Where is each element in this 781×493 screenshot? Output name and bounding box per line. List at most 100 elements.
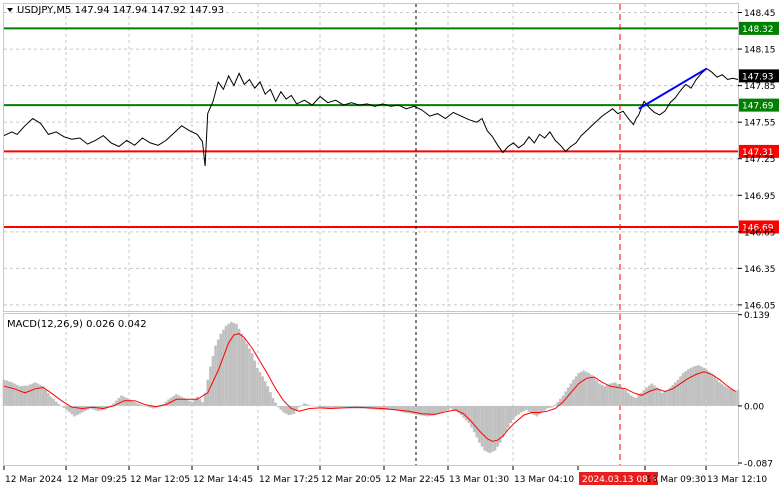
macd-bar	[39, 384, 42, 406]
macd-bar	[694, 365, 698, 406]
macd-bar	[216, 339, 220, 406]
macd-bar	[525, 405, 528, 410]
macd-bar	[415, 405, 419, 415]
macd-bar	[465, 405, 468, 421]
macd-bar	[130, 400, 134, 406]
macd-bar	[600, 384, 604, 406]
macd-bar	[52, 399, 55, 406]
macd-bar	[700, 366, 703, 406]
series: 147.93	[3, 67, 779, 442]
macd-bar	[5, 380, 8, 406]
macd-bar	[475, 405, 479, 438]
macd-bar	[195, 396, 199, 406]
macd-bar	[115, 400, 118, 406]
macd-bar	[718, 382, 722, 406]
macd-bar	[551, 405, 554, 408]
macd-bar	[250, 353, 254, 406]
macd-bar	[321, 405, 324, 408]
macd-bar	[62, 405, 66, 408]
level-label-bg	[739, 21, 779, 35]
macd-bar	[553, 404, 557, 406]
macd-bar	[616, 384, 620, 406]
x-tick-label: 13 Mar 04:10	[514, 475, 574, 485]
macd-bar	[34, 382, 37, 406]
macd-bar	[138, 404, 142, 406]
projection-line	[638, 67, 708, 110]
macd-bar	[164, 401, 168, 406]
macd-bar	[728, 388, 732, 406]
macd-bar	[240, 333, 244, 406]
macd-bar	[559, 398, 562, 406]
macd-bar	[488, 405, 492, 454]
macd-bar	[235, 323, 238, 406]
macd-bar	[624, 390, 627, 406]
macd-bar	[666, 390, 669, 406]
macd-label: MACD(12,26,9) 0.026 0.042	[7, 319, 147, 330]
macd-bar	[705, 369, 708, 406]
macd-bar	[428, 405, 432, 416]
macd-bar	[143, 405, 147, 407]
y-tick-label: 147.55	[744, 119, 776, 129]
macd-bar	[608, 383, 612, 406]
macd-bar	[73, 405, 76, 417]
level-label-bg	[739, 220, 779, 234]
macd-bar	[381, 405, 385, 410]
macd-bar	[112, 403, 116, 406]
macd-bar	[658, 390, 661, 406]
macd-y-tick-label: 0.00	[744, 402, 764, 412]
current-price-label: 147.93	[742, 72, 774, 82]
macd-bar	[731, 389, 735, 406]
macd-bar	[68, 405, 71, 413]
x-tick-label: 13 Mar 09:30	[646, 475, 706, 485]
macd-bar	[582, 370, 586, 406]
macd-bar	[674, 382, 677, 406]
macd-bar	[295, 405, 298, 411]
macd-bar	[412, 405, 416, 415]
macd-bar	[344, 405, 348, 409]
macd-bar	[645, 387, 648, 406]
macd-bar	[496, 405, 499, 447]
macd-bar	[146, 405, 149, 407]
macd-bar	[41, 386, 45, 406]
macd-bar	[394, 405, 398, 410]
macd-bar	[182, 398, 186, 406]
y-tick-label: 146.95	[744, 192, 776, 202]
macd-bar	[480, 405, 484, 447]
macd-bar	[436, 405, 439, 415]
macd-bar	[431, 405, 434, 416]
price-series-line	[3, 67, 739, 167]
macd-bar	[193, 399, 196, 406]
macd-bar	[653, 385, 656, 406]
macd-bar	[655, 387, 659, 406]
macd-bar	[20, 385, 24, 406]
macd-bar	[587, 373, 591, 406]
macd-bar	[603, 386, 607, 406]
macd-bar	[522, 405, 526, 412]
macd-bar	[94, 405, 97, 411]
macd-bar	[279, 405, 283, 410]
macd-bar	[274, 402, 277, 406]
macd-bar	[10, 382, 14, 406]
macd-bar	[308, 405, 311, 406]
macd-bar	[684, 371, 688, 406]
dropdown-icon[interactable]	[7, 8, 13, 12]
macd-bar	[647, 385, 651, 406]
macd-bar	[532, 405, 536, 416]
macd-bar	[49, 396, 53, 406]
macd-bar	[232, 322, 236, 406]
macd-bar	[535, 405, 539, 417]
macd-bar	[101, 405, 105, 410]
macd-bar	[459, 405, 463, 416]
macd-bar	[190, 401, 194, 406]
macd-bar	[133, 401, 136, 406]
macd-bar	[512, 405, 515, 420]
macd-bar	[493, 405, 497, 451]
macd-bar	[660, 392, 664, 406]
macd-bar	[331, 405, 335, 409]
macd-bar	[60, 405, 63, 407]
macd-bar	[386, 405, 390, 410]
macd-bar	[290, 405, 293, 415]
macd-bar	[566, 387, 570, 406]
macd-bar	[263, 381, 267, 406]
macd-bar	[253, 360, 257, 406]
